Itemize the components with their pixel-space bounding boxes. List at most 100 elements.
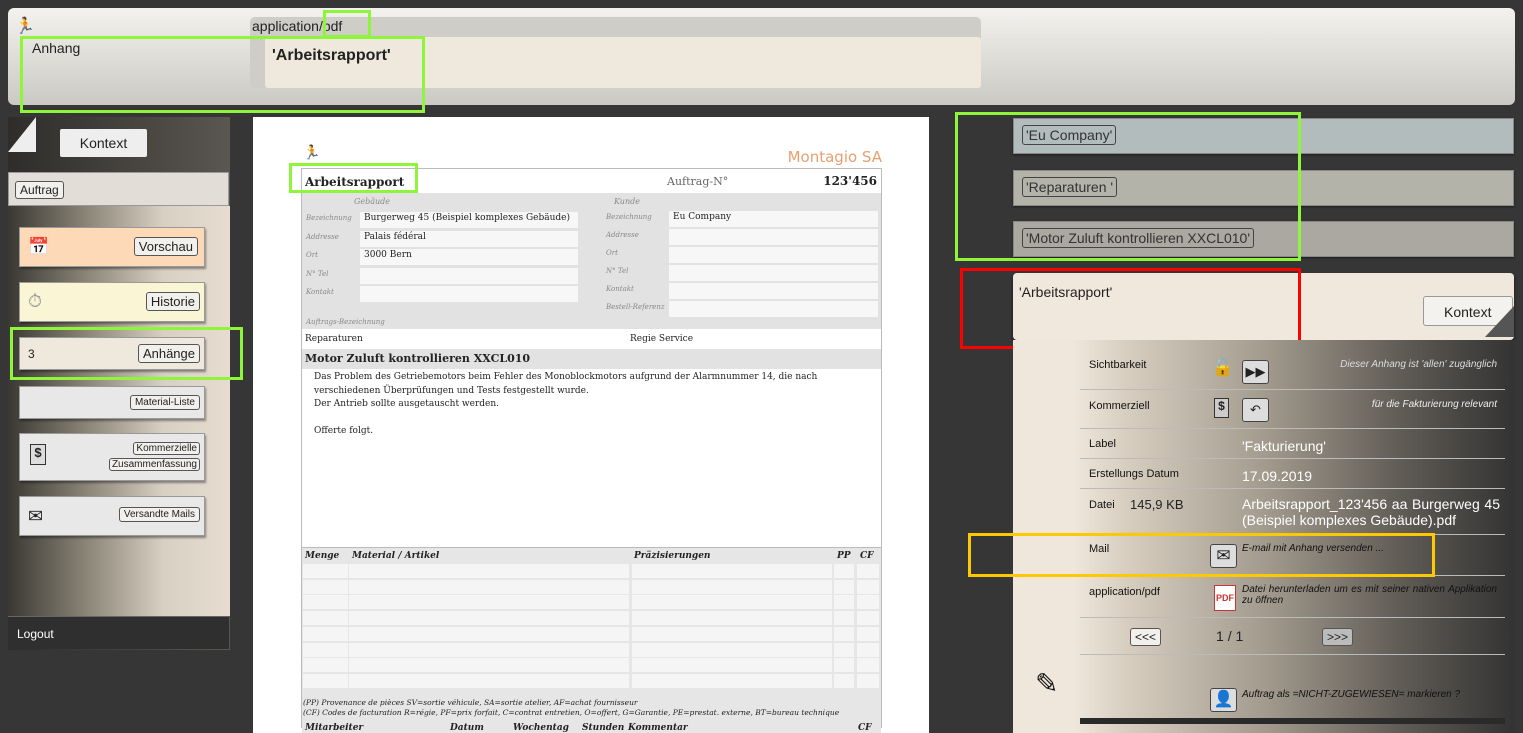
column-header: Material / Artikel [352, 551, 440, 561]
attachment-count: 3 [28, 347, 35, 361]
column-header: Präzisierungen [634, 551, 711, 561]
commercial-info: für die Fakturierung relevant [1371, 399, 1497, 410]
send-mail-button[interactable]: ✉ [1210, 544, 1237, 568]
current-title: 'Arbeitsrapport' [1019, 284, 1113, 300]
field-label: Kontakt [306, 288, 334, 296]
mime-type: application/pdf [252, 18, 343, 34]
fold-corner-icon[interactable] [1485, 306, 1514, 337]
row-file: Datei 145,9 KB Arbeitsrapport_123'456 aa… [1080, 489, 1505, 535]
envelope-icon: ✉ [28, 506, 44, 526]
sidebar-item-vorschau[interactable]: 📅 Vorschau [19, 227, 205, 267]
sidebar-item-versandte-mails[interactable]: ✉ Versandte Mails [19, 496, 205, 536]
table-cell [349, 642, 629, 657]
field-value [668, 300, 879, 318]
invoice-dollar-icon: $ [1214, 398, 1229, 418]
next-page-button[interactable]: >>> [1322, 628, 1354, 646]
row-commercial: Kommerziell $ ↶ für die Fakturierung rel… [1080, 390, 1505, 429]
zusammenfassung-label[interactable]: Zusammenfassung [108, 458, 200, 471]
sidebar-item-kommerzielle[interactable]: $ Kommerzielle Zusammenfassung [19, 433, 205, 481]
sidebar-item-anhaenge[interactable]: 3 Anhänge [19, 337, 205, 370]
row-date: Erstellungs Datum 17.09.2019 [1080, 459, 1505, 489]
highlight-box-red [960, 268, 1301, 349]
table-cell [857, 595, 879, 610]
unassign-user-button[interactable]: 👤 [1210, 688, 1237, 712]
column-header: Menge [305, 551, 340, 561]
fold-corner-icon[interactable] [8, 117, 36, 152]
order-link[interactable]: 'Motor Zuluft kontrollieren XXCL010' [1022, 228, 1255, 248]
fast-forward-button[interactable]: ▶▶ [1242, 360, 1269, 384]
column-header: CF [860, 551, 874, 561]
table-cell [834, 611, 854, 626]
field-value [359, 266, 579, 285]
context-category[interactable]: 'Reparaturen ' [1013, 170, 1514, 206]
table-cell [632, 626, 832, 641]
send-mail-link[interactable]: E-mail mit Anhang versenden ... [1242, 543, 1384, 554]
date-value: 17.09.2019 [1242, 468, 1313, 484]
table-cell [834, 658, 854, 673]
section-label: Anhang [32, 40, 81, 56]
context-customer[interactable]: 'Eu Company' [1013, 118, 1514, 154]
context-order[interactable]: 'Motor Zuluft kontrollieren XXCL010' [1013, 221, 1514, 257]
scrollbar[interactable] [1080, 718, 1505, 724]
runner-logo-icon: 🏃 [15, 18, 35, 35]
pdf-file-icon[interactable]: PDF [1214, 585, 1236, 611]
prev-page-button[interactable]: <<< [1130, 628, 1162, 646]
customer-link[interactable]: 'Eu Company' [1022, 125, 1117, 145]
auftrag-button[interactable]: Auftrag [15, 181, 64, 199]
calendar-icon: 📅 [28, 237, 50, 256]
category-link[interactable]: 'Reparaturen ' [1022, 177, 1118, 197]
sidebar-item-historie[interactable]: ⏱ Historie [19, 282, 205, 322]
table-cell [349, 673, 629, 688]
table-cell [834, 642, 854, 657]
field-label: Ort [606, 249, 618, 257]
pdf-preview[interactable]: 🏃 Montagio SA Arbeitsrapport Auftrag-N° … [253, 117, 929, 733]
field-value [668, 264, 879, 282]
field-value: Burgerweg 45 (Beispiel komplexes Gebäude… [359, 211, 579, 229]
table-cell [303, 673, 348, 688]
vorschau-button[interactable]: Vorschau [133, 237, 198, 256]
file-size: 145,9 KB [1130, 497, 1184, 512]
table-cell [857, 564, 879, 578]
table-cell [303, 658, 348, 673]
field-label: Addresse [606, 231, 639, 239]
sidebar-item-material-liste[interactable]: Material-Liste [19, 386, 205, 419]
table-cell [632, 564, 832, 578]
pencil-edit-icon[interactable]: ✎ [1035, 668, 1059, 699]
field-value [668, 246, 879, 264]
material-liste-button[interactable]: Material-Liste [129, 395, 200, 410]
table-cell [857, 673, 879, 688]
file-name: Arbeitsrapport_123'456 aa Burgerweg 45 (… [1242, 496, 1500, 528]
table-cell [857, 626, 879, 641]
table-cell [349, 564, 629, 578]
table-cell [857, 579, 879, 594]
header: 🏃 Anhang application/pdf 'Arbeitsrapport… [8, 8, 1515, 105]
context-button[interactable]: Kontext [60, 129, 147, 157]
versandte-mails-button[interactable]: Versandte Mails [118, 507, 200, 522]
historie-button[interactable]: Historie [145, 292, 200, 311]
kommerzielle-button[interactable]: Kommerzielle [133, 442, 200, 455]
table-cell [834, 626, 854, 641]
unassign-link[interactable]: Auftrag als =NICHT-ZUGEWIESEN= markieren… [1242, 689, 1461, 700]
table-cell [632, 579, 832, 594]
logout-button[interactable]: Logout [8, 616, 229, 649]
body-text: Das Problem des Getriebemotors beim Fehl… [314, 372, 818, 436]
order-desc-label: Auftrags-Bezeichnung [306, 318, 385, 326]
field-label: N° Tel [606, 267, 629, 275]
row-label: Label 'Fakturierung' [1080, 429, 1505, 459]
table-cell [303, 611, 348, 626]
highlight-box-yellow [968, 533, 1435, 577]
table-cell [632, 658, 832, 673]
table-cell [349, 611, 629, 626]
undo-arrow-button[interactable]: ↶ [1242, 398, 1269, 422]
download-link[interactable]: Datei herunterladen um es mit seiner nat… [1242, 584, 1497, 606]
row-download: application/pdf PDF Datei herunterladen … [1080, 576, 1505, 618]
field-label: Bestell-Referenz [606, 303, 665, 311]
current-attachment-panel: 'Arbeitsrapport' Kontext [1013, 273, 1514, 340]
table-cell [834, 579, 854, 594]
order-number: 123'456 [823, 174, 877, 188]
anhaenge-button[interactable]: Anhänge [137, 344, 200, 363]
row-pager: <<< 1 / 1 >>> [1080, 618, 1505, 655]
page-indicator: 1 / 1 [1216, 628, 1244, 644]
note-pp: (PP) Provenance de pièces SV=sortie véhi… [303, 698, 638, 707]
table-cell [857, 642, 879, 657]
